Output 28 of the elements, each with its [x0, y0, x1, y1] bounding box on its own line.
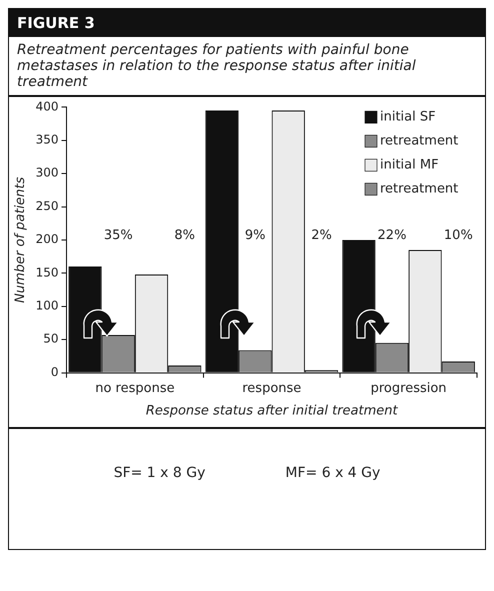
y-tick-label: 300	[36, 166, 59, 180]
y-tick-label: 150	[36, 266, 59, 280]
annotation: 35%	[104, 228, 133, 244]
y-tick-label: 400	[36, 100, 59, 114]
legend-label: initial SF	[380, 110, 436, 125]
legend-label: initial MF	[380, 158, 439, 173]
text: MF= 6 x 4 Gy	[285, 465, 380, 484]
annotation: 2%	[311, 228, 332, 244]
y-tick-label: 200	[36, 232, 59, 246]
x-tick-label: response	[242, 381, 302, 396]
x-axis-title: Response status after initial treatment	[146, 404, 399, 419]
chart-subtitle: Retreatment percentages for patients with painful bone metastases in relation to the response status after initial treatment	[9, 37, 485, 98]
y-tick-label: 0	[50, 365, 59, 380]
y-tick-label: 50	[43, 332, 59, 346]
y-tick-label: 350	[36, 132, 59, 147]
x-tick-label: progression	[370, 381, 447, 396]
annotation: 10%	[444, 228, 473, 244]
y-tick-label: 250	[36, 199, 59, 214]
x-tick-label: no response	[95, 381, 175, 396]
annotation: 8%	[174, 228, 196, 244]
legend-label: retreatment	[380, 182, 458, 197]
legend-label: retreatment	[380, 134, 458, 149]
y-axis-title: Number of patients	[13, 177, 28, 304]
annotation: 9%	[244, 228, 266, 244]
chart-title: FIGURE 3	[9, 9, 485, 37]
text: SF= 1 x 8 Gy	[114, 465, 206, 484]
y-tick-label: 100	[36, 298, 59, 313]
annotation: 22%	[378, 228, 406, 244]
